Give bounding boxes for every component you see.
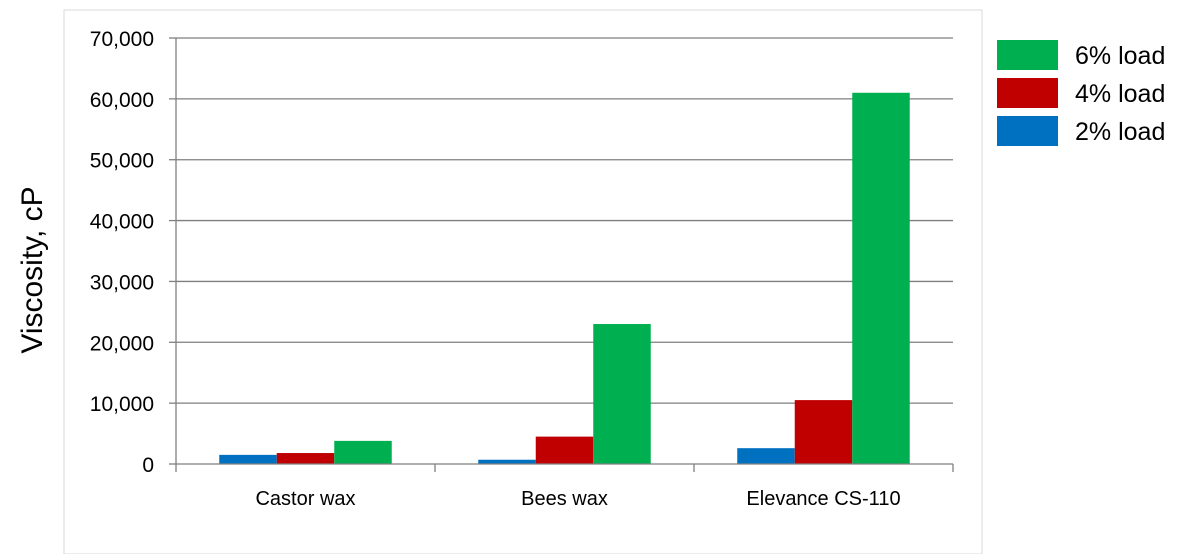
y-tick-label: 20,000 bbox=[90, 332, 154, 355]
bars bbox=[219, 92, 910, 465]
x-tick-label: Bees wax bbox=[521, 488, 608, 510]
y-axis-label: Viscosity, cP bbox=[16, 186, 49, 353]
legend-swatch bbox=[997, 40, 1058, 70]
legend-label: 4% load bbox=[1075, 80, 1165, 108]
y-tick-label: 30,000 bbox=[90, 271, 154, 294]
y-tick-label: 10,000 bbox=[90, 393, 154, 416]
bar-4-load-elevance-cs-110 bbox=[794, 400, 853, 464]
x-tick-labels: Castor wax Bees wax Elevance CS-110 bbox=[255, 488, 900, 510]
y-tick-label: 50,000 bbox=[90, 150, 154, 173]
y-tick-labels: 0 10,000 20,000 30,000 40,000 50,000 60,000 70,… bbox=[90, 28, 154, 477]
bar-6-load-bees-wax bbox=[593, 324, 651, 464]
legend-swatch bbox=[997, 78, 1058, 108]
legend-label: 6% load bbox=[1075, 42, 1165, 70]
axes bbox=[175, 38, 954, 472]
bar-4-load-castor-wax bbox=[276, 453, 335, 464]
legend-swatch bbox=[997, 116, 1058, 146]
bar-2-load-bees-wax bbox=[478, 459, 536, 464]
x-tick-label: Castor wax bbox=[255, 488, 355, 510]
bar-2-load-elevance-cs-110 bbox=[737, 448, 795, 464]
y-tick-label: 70,000 bbox=[90, 28, 154, 51]
bar-6-load-castor-wax bbox=[334, 440, 392, 464]
y-tick-label: 60,000 bbox=[90, 89, 154, 112]
bar-6-load-elevance-cs-110 bbox=[852, 92, 910, 465]
legend-label: 2% load bbox=[1075, 118, 1165, 146]
bar-4-load-bees-wax bbox=[535, 436, 594, 464]
legend: 6% load 4% load 2% load bbox=[997, 40, 1165, 146]
y-tick-label: 0 bbox=[142, 454, 154, 477]
x-tick-label: Elevance CS-110 bbox=[746, 488, 900, 510]
y-tick-label: 40,000 bbox=[90, 211, 154, 234]
bar-2-load-castor-wax bbox=[219, 454, 277, 464]
